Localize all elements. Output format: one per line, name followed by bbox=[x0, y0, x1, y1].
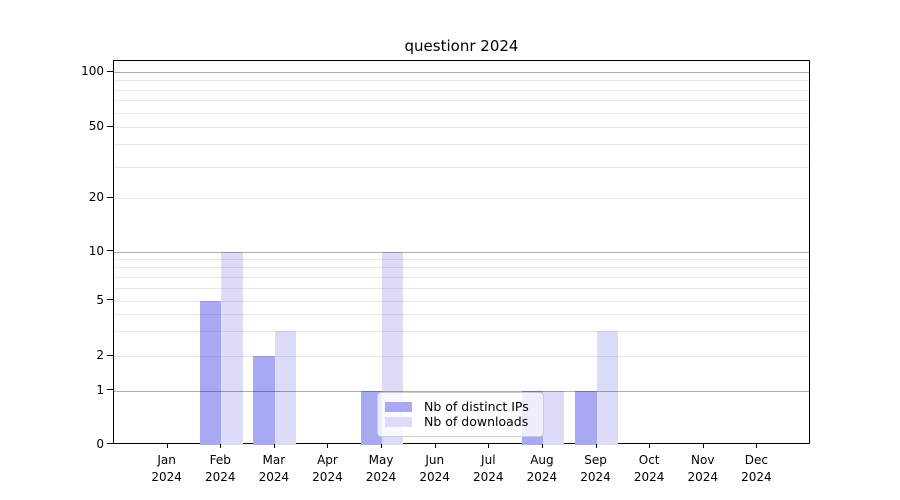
y-tick-label-20: 20 bbox=[88, 190, 104, 204]
gridline-minor-30 bbox=[114, 166, 809, 168]
gridline-major-100 bbox=[114, 72, 809, 73]
x-tick-label-aug-2024: Aug 2024 bbox=[526, 453, 558, 484]
x-tick-mark-aug-2024 bbox=[541, 444, 543, 448]
x-tick-label-jan-2024: Jan 2024 bbox=[151, 453, 182, 484]
gridline-minor-90 bbox=[114, 80, 809, 82]
y-tick-mark-0 bbox=[107, 443, 113, 444]
x-tick-mark-jul-2024 bbox=[488, 444, 490, 448]
x-tick-mark-mar-2024 bbox=[273, 444, 275, 448]
gridline-minor-20 bbox=[114, 198, 809, 199]
y-tick-label-1: 1 bbox=[96, 382, 104, 397]
gridline-minor-8 bbox=[114, 267, 809, 269]
bar-downloads-aug-2024 bbox=[542, 390, 565, 445]
y-tick-label-10: 10 bbox=[88, 243, 104, 258]
x-tick-label-nov-2024: Nov 2024 bbox=[687, 453, 719, 484]
gridline-minor-80 bbox=[114, 89, 809, 91]
grid-layer bbox=[114, 61, 809, 443]
gridline-minor-5 bbox=[114, 300, 809, 302]
gridline-minor-70 bbox=[114, 100, 809, 102]
y-tick-mark-5 bbox=[107, 299, 113, 300]
bar-downloads-mar-2024 bbox=[274, 331, 297, 445]
y-tick-label-2: 2 bbox=[96, 348, 104, 362]
x-tick-mark-jun-2024 bbox=[434, 444, 436, 448]
bar-distinct-ips-feb-2024 bbox=[199, 300, 222, 445]
legend-label-distinct-ips: Nb of distinct IPs bbox=[424, 398, 529, 414]
x-tick-label-apr-2024: Apr 2024 bbox=[312, 453, 343, 484]
y-tick-mark-20 bbox=[107, 196, 113, 198]
x-tick-label-mar-2024: Mar 2024 bbox=[258, 453, 290, 484]
y-tick-mark-10 bbox=[107, 250, 113, 251]
legend-swatch-distinct-ips bbox=[385, 401, 412, 412]
gridline-major-10 bbox=[114, 251, 809, 253]
y-tick-mark-100 bbox=[107, 70, 113, 72]
x-tick-mark-apr-2024 bbox=[327, 444, 329, 448]
gridline-minor-40 bbox=[114, 144, 809, 146]
gridline-minor-2 bbox=[114, 356, 809, 357]
x-tick-mark-dec-2024 bbox=[756, 444, 758, 448]
bar-downloads-sep-2024 bbox=[596, 331, 618, 445]
gridline-minor-3 bbox=[114, 331, 809, 333]
x-tick-label-feb-2024: Feb 2024 bbox=[204, 453, 236, 484]
x-tick-mark-jan-2024 bbox=[166, 444, 168, 448]
x-tick-mark-may-2024 bbox=[381, 444, 383, 448]
legend-label-downloads: Nb of downloads bbox=[424, 414, 529, 430]
x-tick-label-dec-2024: Dec 2024 bbox=[741, 453, 772, 484]
x-tick-label-may-2024: May 2024 bbox=[365, 453, 397, 484]
legend-item-distinct-ips: Nb of distinct IPs bbox=[385, 398, 535, 414]
bar-distinct-ips-mar-2024 bbox=[253, 356, 275, 445]
chart-title: questionr 2024 bbox=[404, 37, 519, 55]
x-tick-label-jul-2024: Jul 2024 bbox=[473, 453, 504, 484]
gridline-minor-50 bbox=[114, 127, 809, 128]
y-tick-mark-50 bbox=[107, 125, 113, 127]
bar-downloads-feb-2024 bbox=[221, 251, 243, 445]
x-tick-label-sep-2024: Sep 2024 bbox=[580, 453, 611, 484]
x-tick-mark-nov-2024 bbox=[702, 444, 704, 448]
x-tick-label-oct-2024: Oct 2024 bbox=[633, 453, 665, 484]
gridline-minor-7 bbox=[114, 276, 809, 278]
y-tick-mark-1 bbox=[107, 389, 113, 390]
x-tick-mark-sep-2024 bbox=[595, 444, 597, 448]
y-tick-mark-2 bbox=[107, 354, 113, 356]
legend-swatch-downloads bbox=[385, 417, 412, 428]
gridline-minor-6 bbox=[114, 287, 809, 289]
x-tick-mark-oct-2024 bbox=[649, 444, 651, 448]
legend-item-downloads: Nb of downloads bbox=[385, 415, 535, 429]
y-tick-label-100: 100 bbox=[81, 64, 104, 78]
y-tick-label-5: 5 bbox=[96, 292, 104, 307]
gridline-minor-9 bbox=[114, 258, 809, 260]
bar-distinct-ips-may-2024 bbox=[360, 390, 383, 445]
gridline-major-1 bbox=[114, 390, 809, 392]
bar-distinct-ips-sep-2024 bbox=[575, 390, 597, 445]
y-tick-label-50: 50 bbox=[88, 119, 104, 133]
gridline-minor-4 bbox=[114, 314, 809, 316]
x-tick-mark-feb-2024 bbox=[220, 444, 222, 448]
gridline-minor-60 bbox=[114, 112, 809, 114]
y-tick-label-0: 0 bbox=[96, 436, 104, 451]
x-tick-label-jun-2024: Jun 2024 bbox=[419, 453, 450, 484]
legend: Nb of distinct IPs Nb of downloads bbox=[377, 392, 544, 437]
plot-area bbox=[113, 60, 810, 445]
